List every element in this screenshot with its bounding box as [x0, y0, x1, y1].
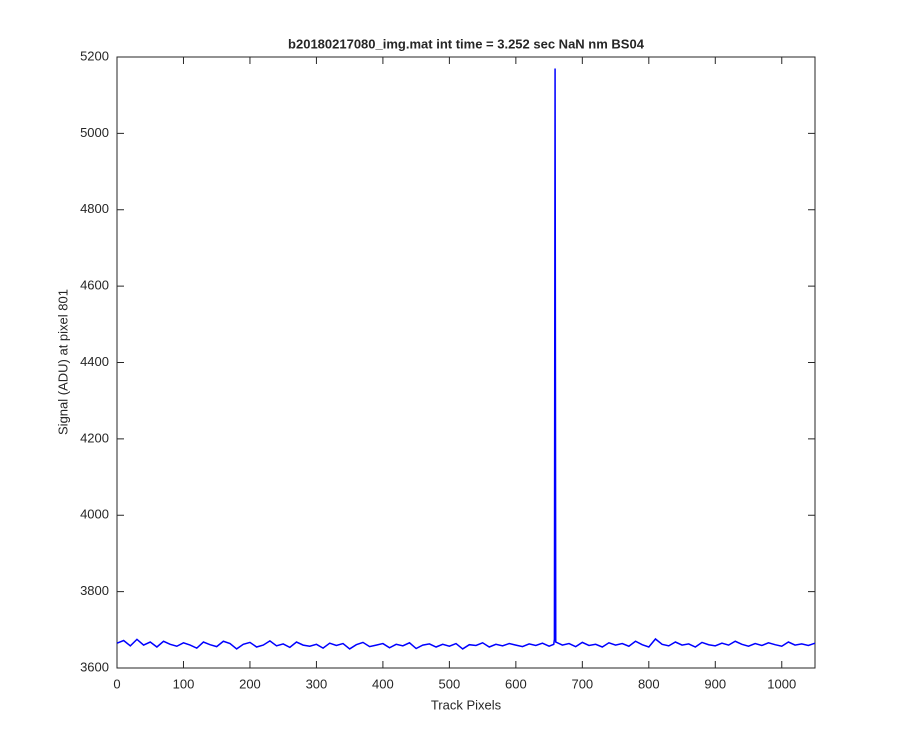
- y-tick-label: 5200: [80, 48, 109, 63]
- x-tick-label: 400: [372, 676, 394, 691]
- x-tick-label: 1000: [767, 676, 796, 691]
- x-tick-label: 700: [571, 676, 593, 691]
- x-tick-label: 300: [306, 676, 328, 691]
- y-tick-label: 3800: [80, 583, 109, 598]
- x-tick-label: 800: [638, 676, 660, 691]
- x-tick-label: 0: [113, 676, 120, 691]
- y-tick-label: 4400: [80, 354, 109, 369]
- y-tick-label: 4600: [80, 278, 109, 293]
- y-tick-label: 5000: [80, 125, 109, 140]
- chart-title: b20180217080_img.mat int time = 3.252 se…: [288, 36, 645, 51]
- y-tick-label: 3600: [80, 659, 109, 674]
- x-axis-label: Track Pixels: [431, 697, 502, 712]
- x-tick-label: 200: [239, 676, 261, 691]
- y-axis-label: Signal (ADU) at pixel 801: [55, 289, 70, 435]
- y-tick-label: 4000: [80, 507, 109, 522]
- x-tick-label: 600: [505, 676, 527, 691]
- data-line: [116, 68, 816, 650]
- y-tick-label: 4200: [80, 430, 109, 445]
- x-tick-label: 900: [704, 676, 726, 691]
- x-tick-label: 500: [439, 676, 461, 691]
- y-tick-label: 4800: [80, 201, 109, 216]
- x-tick-label: 100: [173, 676, 195, 691]
